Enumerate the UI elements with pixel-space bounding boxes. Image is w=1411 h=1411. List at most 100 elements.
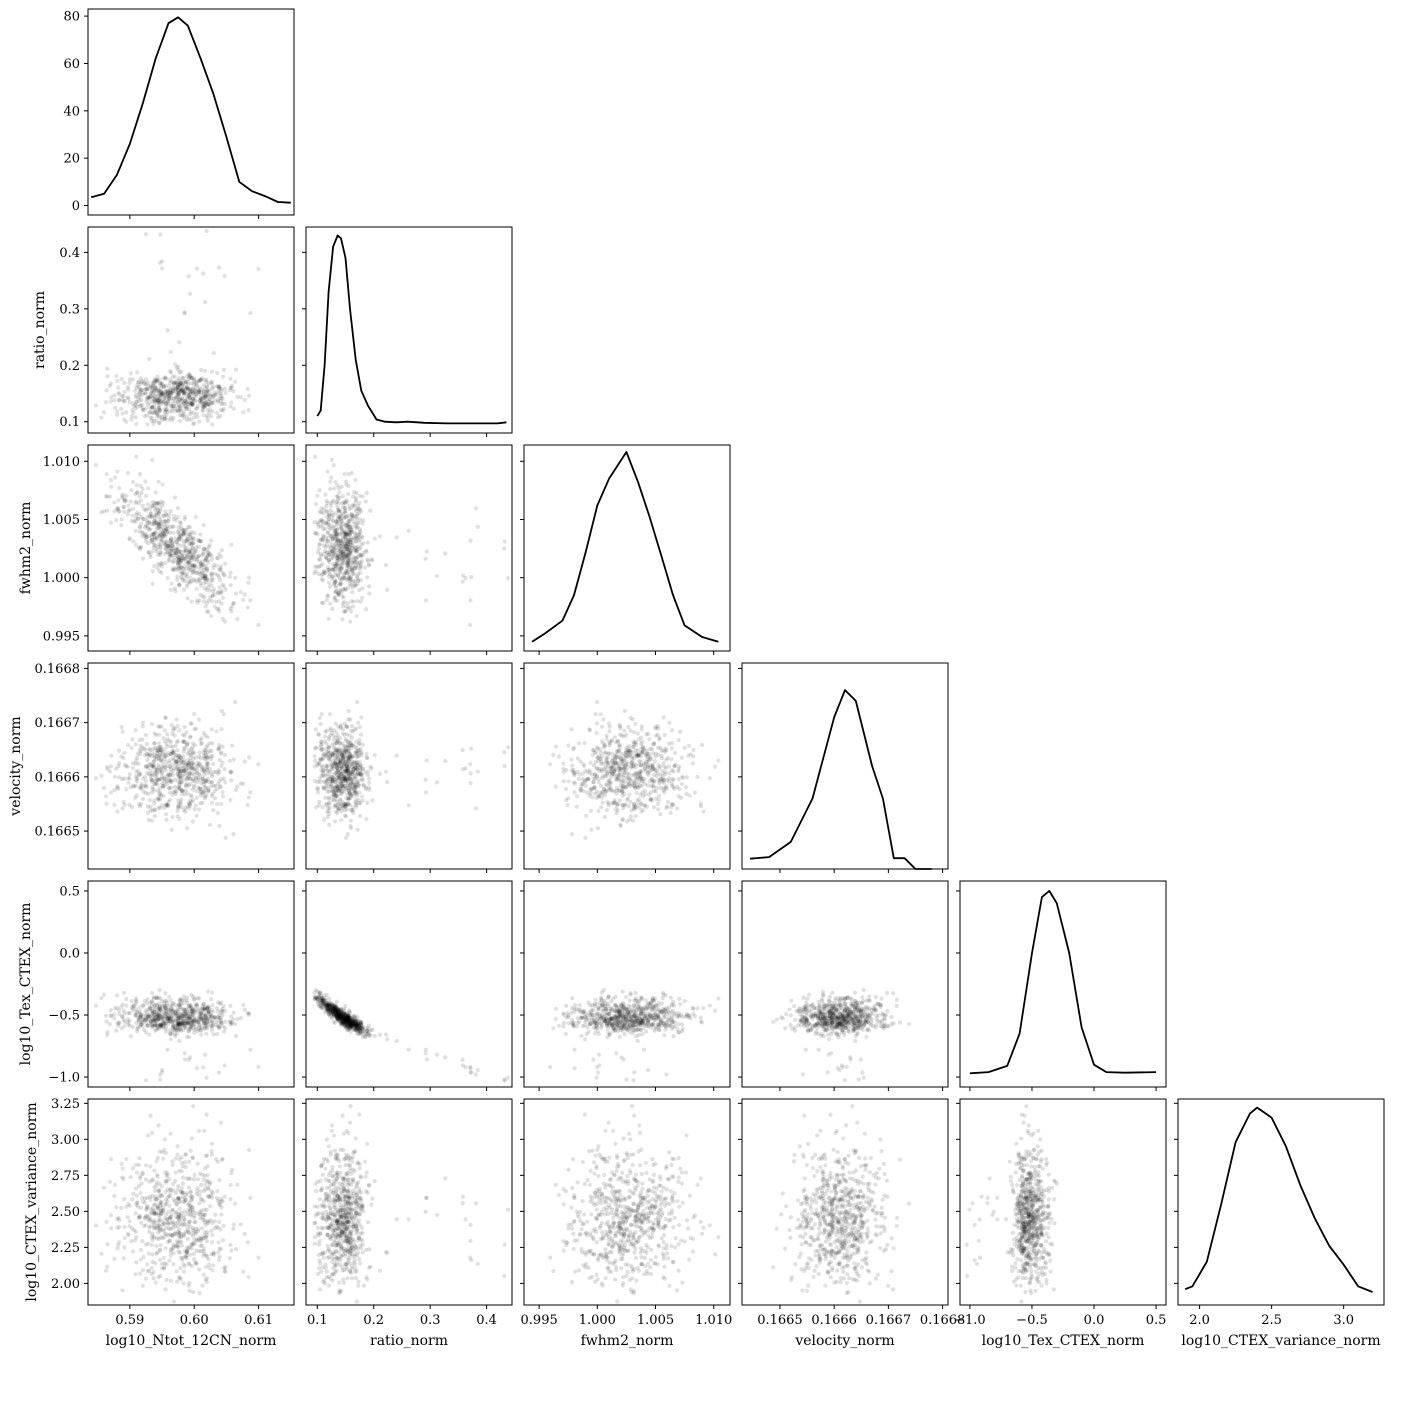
- sample-point: [349, 808, 354, 813]
- sample-point: [138, 388, 143, 393]
- y-tick-label: 0.3: [59, 302, 80, 317]
- sample-point: [137, 524, 142, 529]
- sample-point: [229, 778, 234, 783]
- sample-point: [130, 513, 135, 518]
- sample-point: [434, 780, 440, 785]
- sample-point: [317, 542, 323, 547]
- sample-point: [157, 406, 162, 411]
- sample-point: [158, 539, 163, 544]
- sample-point: [222, 273, 227, 279]
- sample-point: [580, 771, 586, 776]
- sample-point: [134, 399, 139, 404]
- sample-point: [669, 741, 675, 746]
- sample-point: [424, 758, 429, 763]
- sample-point: [589, 827, 594, 832]
- sample-point: [659, 753, 664, 759]
- sample-point: [203, 393, 208, 398]
- sample-point: [140, 724, 145, 729]
- sample-point: [200, 404, 205, 409]
- sample-point: [357, 725, 363, 730]
- sample-point: [350, 589, 355, 595]
- sample-point: [606, 803, 611, 808]
- sample-point: [666, 764, 672, 769]
- sample-point: [231, 600, 236, 606]
- sample-point: [353, 750, 358, 755]
- sample-point: [716, 758, 721, 763]
- sample-point: [114, 373, 119, 379]
- sample-point: [502, 764, 507, 769]
- sample-point: [208, 399, 214, 404]
- sample-point: [655, 801, 661, 807]
- sample-point: [372, 536, 377, 541]
- sample-point: [176, 739, 181, 744]
- sample-point: [582, 741, 587, 746]
- panel-2-0: [84, 444, 295, 655]
- sample-point: [152, 404, 157, 409]
- sample-point: [385, 779, 390, 785]
- sample-point: [363, 499, 368, 504]
- sample-point: [319, 600, 325, 605]
- sample-point: [347, 533, 352, 538]
- sample-point: [202, 585, 207, 591]
- sample-point: [151, 419, 157, 424]
- sample-point: [116, 763, 121, 769]
- sample-point: [175, 392, 181, 397]
- sample-point: [346, 521, 351, 527]
- sample-point: [248, 790, 253, 795]
- sample-point: [468, 781, 473, 786]
- sample-point: [188, 411, 193, 417]
- sample-point: [185, 596, 190, 601]
- sample-point: [179, 388, 184, 394]
- sample-point: [585, 769, 590, 775]
- sample-point: [192, 807, 197, 812]
- sample-point: [177, 382, 182, 388]
- sample-point: [235, 784, 240, 789]
- sample-point: [334, 809, 339, 814]
- sample-point: [355, 766, 360, 771]
- sample-point: [605, 755, 610, 760]
- sample-point: [209, 382, 214, 387]
- sample-point: [138, 381, 144, 387]
- sample-point: [377, 771, 383, 776]
- sample-point: [164, 779, 169, 784]
- sample-point: [171, 750, 176, 755]
- sample-point: [149, 410, 154, 416]
- sample-point: [151, 381, 156, 386]
- sample-point: [616, 743, 622, 748]
- sample-point: [214, 410, 220, 415]
- sample-point: [204, 379, 209, 384]
- sample-point: [215, 384, 221, 389]
- sample-point: [180, 375, 185, 381]
- sample-point: [238, 590, 243, 595]
- sample-point: [191, 772, 196, 777]
- sample-point: [569, 832, 575, 837]
- sample-point: [124, 1003, 129, 1008]
- sample-point: [167, 417, 172, 422]
- sample-point: [190, 401, 195, 406]
- sample-point: [343, 814, 349, 819]
- sample-point: [203, 403, 208, 408]
- sample-point: [204, 384, 210, 390]
- sample-point: [152, 398, 158, 403]
- sample-point: [162, 396, 167, 401]
- sample-point: [116, 498, 121, 503]
- sample-point: [184, 553, 190, 558]
- sample-point: [203, 390, 208, 395]
- sample-point: [145, 804, 150, 809]
- sample-point: [137, 738, 142, 743]
- sample-point: [145, 387, 150, 392]
- sample-point: [180, 732, 186, 737]
- sample-point: [109, 484, 114, 489]
- sample-point: [339, 753, 344, 758]
- sample-point: [138, 403, 143, 408]
- sample-point: [206, 761, 211, 766]
- sample-point: [338, 521, 343, 527]
- sample-point: [218, 399, 223, 404]
- sample-point: [181, 389, 186, 395]
- sample-point: [614, 785, 620, 790]
- sample-point: [139, 380, 144, 385]
- sample-point: [105, 508, 110, 513]
- sample-point: [192, 711, 197, 717]
- sample-point: [190, 390, 195, 395]
- sample-point: [580, 777, 585, 782]
